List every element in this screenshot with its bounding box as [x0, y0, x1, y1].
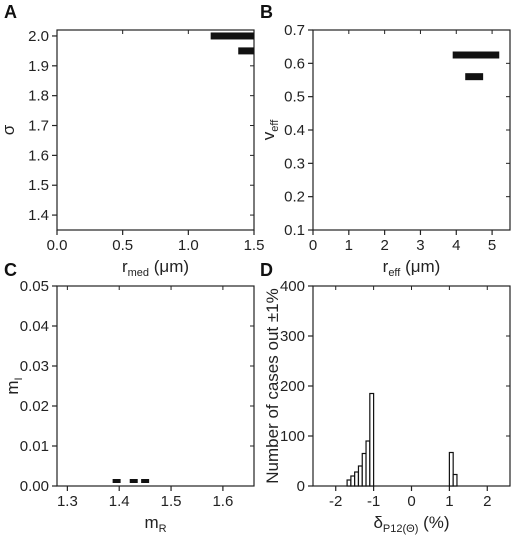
panel-letter: B	[260, 2, 273, 22]
histogram-bar	[452, 473, 458, 487]
x-tick-label: 0.0	[47, 237, 68, 254]
x-tick-label: 1.5	[161, 493, 182, 510]
panel-letter: A	[4, 2, 17, 22]
panel-c: C 1.3 1.4 1.5 1.6 0.00 0.01 0.02 0.03 0.04 0.05 mR m…	[3, 260, 255, 535]
range-bar	[210, 32, 254, 40]
y-axis-label: Number of cases out ±1%	[263, 288, 282, 483]
x-axis-label: rmed (μm)	[122, 257, 189, 279]
panel-letter: C	[4, 260, 17, 280]
x-tick-label: 1.3	[57, 493, 78, 510]
y-tick-label: 1.8	[28, 88, 49, 105]
y-tick-label: 400	[280, 278, 305, 295]
y-tick-label: 1.7	[28, 118, 49, 135]
y-tick-label: 0.5	[284, 89, 305, 106]
y-tick-label: 200	[280, 378, 305, 395]
panel-a: A 0.0 0.5 1.0 1.5 1.4 1.5 1.6 1.7 1.8 1.9 2.0 rmed (…	[0, 2, 264, 279]
y-axis-label: σ	[0, 124, 18, 135]
panel-b: B 0 1 2 3 4 5 0.1 0.2 0.3 0.4 0.5 0.6 0.7 reff (μm) vef…	[259, 2, 511, 279]
x-tick-label: -1	[367, 493, 380, 510]
y-tick-label: 0.7	[284, 22, 305, 39]
y-tick-label: 0.03	[20, 358, 49, 375]
x-tick-label: 5	[488, 237, 496, 254]
range-bar	[238, 47, 254, 55]
x-tick-label: 1.0	[178, 237, 199, 254]
y-tick-label: 0.1	[284, 222, 305, 239]
x-tick-label: -2	[329, 493, 342, 510]
y-tick-label: 0.05	[20, 278, 49, 295]
histogram-bar	[448, 451, 454, 487]
x-axis-label: reff (μm)	[383, 257, 441, 279]
x-tick-label: 3	[416, 237, 424, 254]
panel-letter: D	[260, 260, 273, 280]
data-point	[141, 479, 150, 483]
x-tick-label: 1	[445, 493, 453, 510]
y-tick-label: 300	[280, 328, 305, 345]
y-axis-label: mI	[3, 377, 25, 394]
x-tick-label: 1.4	[109, 493, 130, 510]
histogram-bar	[369, 392, 375, 487]
y-tick-label: 0.3	[284, 155, 305, 172]
x-tick-label: 0	[407, 493, 415, 510]
y-tick-label: 0.6	[284, 55, 305, 72]
y-tick-label: 0.04	[20, 318, 49, 335]
y-tick-label: 1.5	[28, 177, 49, 194]
y-tick-label: 0	[297, 478, 305, 495]
y-tick-label: 2.0	[28, 28, 49, 45]
data-point	[129, 479, 138, 483]
y-tick-label: 0.00	[20, 478, 49, 495]
range-bar	[452, 51, 500, 59]
x-tick-label: 1.6	[212, 493, 233, 510]
plot-frame	[56, 285, 255, 487]
x-tick-label: 2	[380, 237, 388, 254]
y-tick-label: 100	[280, 428, 305, 445]
y-tick-label: 0.01	[20, 438, 49, 455]
y-tick-label: 1.6	[28, 147, 49, 164]
x-tick-label: 0.5	[112, 237, 133, 254]
x-axis-label: δP12(Θ) (%)	[373, 513, 449, 535]
x-tick-label: 0	[309, 237, 317, 254]
y-tick-label: 1.4	[28, 207, 49, 224]
panel-d: D -2 -1 0 1 2 0 100 200 300 400 δP12(Θ) (%) Number o…	[260, 260, 511, 535]
y-tick-label: 0.02	[20, 398, 49, 415]
y-tick-label: 0.2	[284, 189, 305, 206]
y-tick-label: 1.9	[28, 58, 49, 75]
x-tick-label: 2	[483, 493, 491, 510]
plot-frame	[56, 29, 255, 231]
x-tick-label: 1.5	[244, 237, 265, 254]
plot-frame	[312, 285, 511, 487]
x-axis-label: mR	[144, 513, 166, 535]
range-bar	[465, 73, 484, 81]
y-tick-label: 0.4	[284, 122, 305, 139]
data-point	[112, 479, 121, 483]
x-tick-label: 4	[452, 237, 460, 254]
y-axis-label: veff	[259, 119, 281, 140]
x-tick-label: 1	[345, 237, 353, 254]
plot-frame	[312, 29, 511, 231]
